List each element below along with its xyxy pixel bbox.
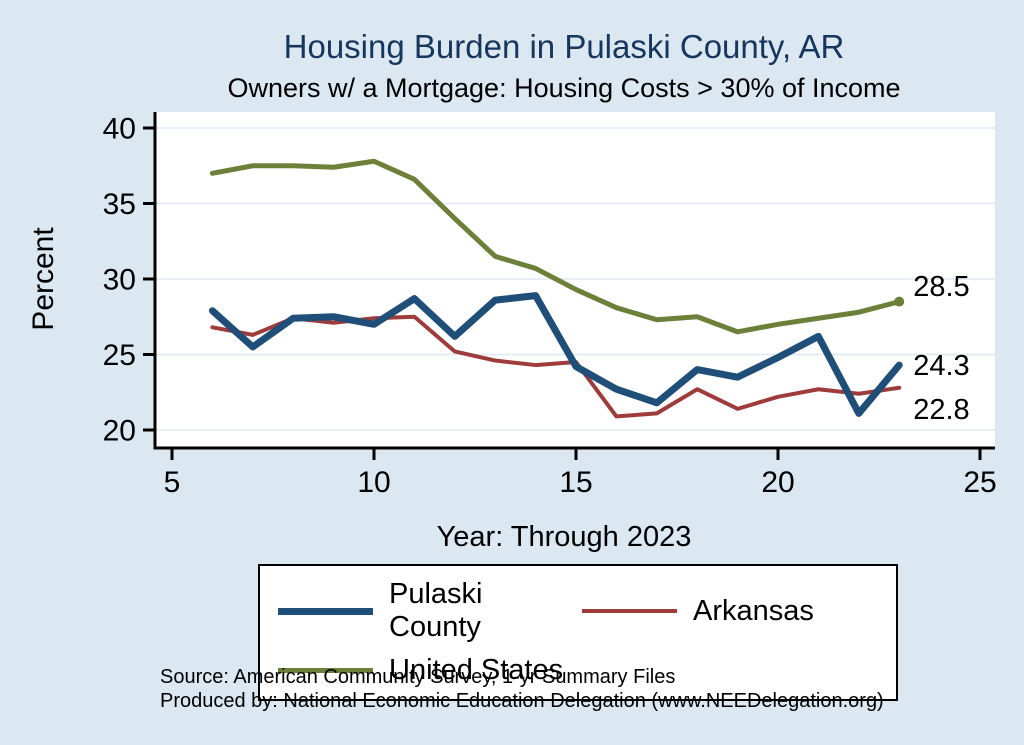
legend: Pulaski County Arkansas United States <box>258 564 898 701</box>
x-tick-label: 25 <box>963 466 996 499</box>
chart-title: Housing Burden in Pulaski County, AR <box>283 28 845 65</box>
source-line: Source: American Community Survey, 1-yr … <box>160 666 676 688</box>
series-end-label-arkansas: 22.8 <box>913 394 969 426</box>
legend-label: Pulaski County <box>389 578 483 643</box>
x-tick-label: 10 <box>357 466 390 499</box>
legend-label: Arkansas <box>693 594 814 627</box>
legend-item: Arkansas <box>582 578 878 644</box>
legend-grid: Pulaski County Arkansas United States <box>278 578 878 687</box>
x-axis-title: Year: Through 2023 <box>436 521 692 553</box>
legend-swatch <box>278 607 373 615</box>
series-line-arkansas <box>210 314 902 419</box>
y-tick-label: 40 <box>103 113 136 146</box>
series-line-pulaski-county <box>208 292 903 417</box>
chart-subtitle: Owners w/ a Mortgage: Housing Costs > 30… <box>227 73 901 103</box>
y-tick-label: 35 <box>103 188 136 221</box>
series-end-label-pulaski-county: 24.3 <box>913 350 969 382</box>
legend-item: Pulaski County <box>278 578 574 644</box>
series-end-label-united-states: 28.5 <box>913 271 969 303</box>
legend-label: United States <box>389 654 564 686</box>
x-tick-label: 20 <box>761 466 794 499</box>
axis-line <box>153 112 995 450</box>
x-tick-label: 15 <box>559 466 592 499</box>
legend-swatch <box>582 609 677 613</box>
y-tick-label: 20 <box>103 415 136 448</box>
legend-swatch <box>278 668 373 673</box>
series-end-marker-united-states <box>894 296 905 307</box>
y-tick-label: 30 <box>103 264 136 297</box>
x-tick-label: 5 <box>164 466 181 499</box>
produced-line: Produced by: National Economic Education… <box>160 689 884 712</box>
series-line-united-states <box>209 158 902 335</box>
y-tick-label: 25 <box>103 339 136 372</box>
legend-item: United States <box>278 654 574 687</box>
source-note: Source: American Community Survey, 1-yr … <box>160 666 884 713</box>
